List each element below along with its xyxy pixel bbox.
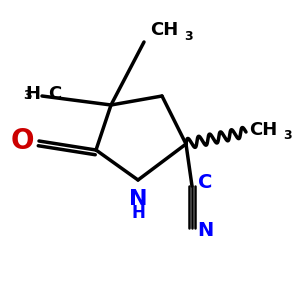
Text: H: H xyxy=(131,204,145,222)
Text: 3: 3 xyxy=(184,31,193,44)
Text: N: N xyxy=(129,189,147,209)
Text: C: C xyxy=(198,173,213,193)
Text: CH: CH xyxy=(150,21,178,39)
Text: C: C xyxy=(48,85,62,103)
Text: 3: 3 xyxy=(284,129,292,142)
Text: CH: CH xyxy=(249,122,277,140)
Text: N: N xyxy=(197,221,214,241)
Text: O: O xyxy=(11,127,34,155)
Text: 3: 3 xyxy=(23,88,32,102)
Text: H: H xyxy=(26,85,40,103)
